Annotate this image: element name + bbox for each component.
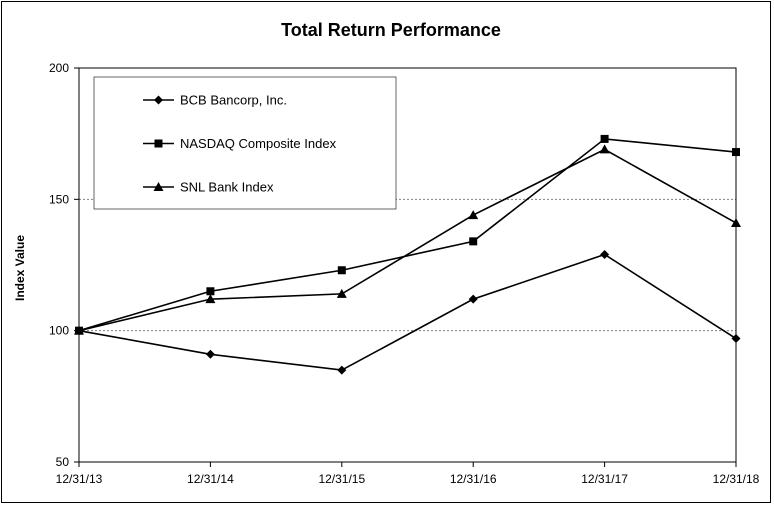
data-point-2	[731, 217, 741, 227]
legend-label: NASDAQ Composite Index	[180, 136, 337, 151]
data-point-2	[336, 288, 347, 298]
data-point-2	[205, 294, 216, 304]
data-point-0	[205, 349, 215, 359]
legend-label: SNL Bank Index	[180, 180, 274, 195]
y-tick-label: 100	[49, 324, 69, 338]
x-tick-label: 12/31/15	[318, 472, 365, 486]
y-tick-label: 200	[49, 61, 69, 75]
x-tick-label: 12/31/16	[450, 472, 497, 486]
x-tick-label: 12/31/13	[56, 472, 103, 486]
chart-title: Total Return Performance	[281, 20, 501, 40]
y-tick-label: 150	[49, 192, 69, 206]
y-axis-title: Index Value	[13, 235, 27, 301]
x-tick-label: 12/31/18	[713, 472, 760, 486]
legend-marker	[154, 139, 163, 148]
data-point-2	[599, 144, 610, 154]
legend-marker	[154, 95, 163, 105]
series-line-1	[78, 138, 737, 332]
data-point-0	[337, 365, 347, 375]
plot-area: 50 100 150 200 12/31/13 12/31/14 12/31/15 12/31…	[49, 61, 760, 486]
x-tick-label: 12/31/17	[581, 472, 628, 486]
data-point-1	[732, 148, 740, 157]
plot-border	[78, 67, 737, 463]
data-point-2	[74, 325, 84, 335]
series-line-0	[78, 253, 737, 371]
series-line-2	[78, 148, 737, 332]
data-point-1	[469, 237, 478, 246]
y-tick-label: 50	[56, 455, 70, 469]
data-point-1	[600, 134, 609, 143]
data-point-2	[468, 210, 479, 220]
data-point-0	[468, 294, 478, 304]
data-point-0	[600, 249, 610, 259]
data-point-0	[731, 334, 741, 344]
legend-marker	[153, 182, 164, 191]
legend-label: BCB Bancorp, Inc.	[180, 93, 287, 108]
x-tick-label: 12/31/14	[187, 472, 234, 486]
data-point-1	[337, 266, 346, 275]
data-point-1	[206, 287, 215, 296]
